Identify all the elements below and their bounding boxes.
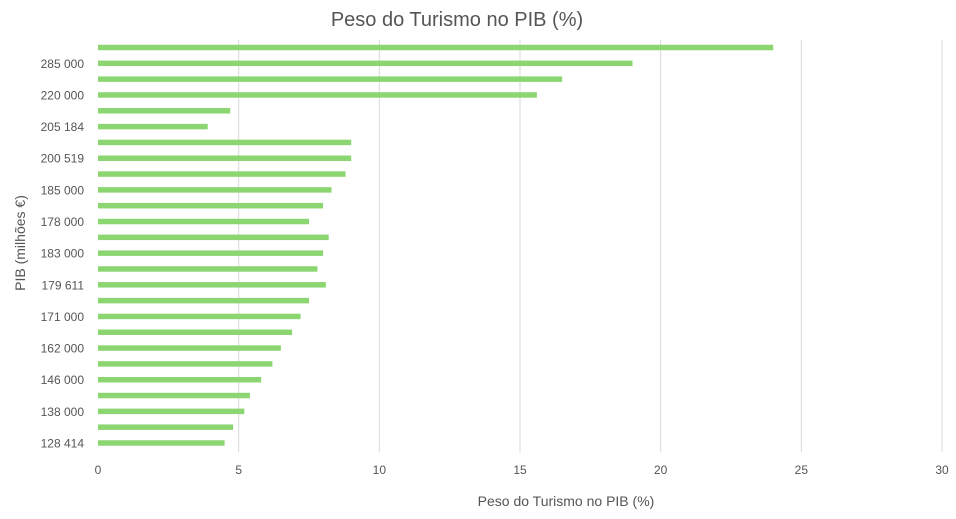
bar [98,108,231,114]
y-tick-label: 162 000 [41,342,85,356]
y-tick-label: 171 000 [41,310,85,324]
x-axis-title: Peso do Turismo no PIB (%) [478,493,655,509]
y-tick-label: 185 000 [41,183,85,197]
bar [98,171,346,177]
bar [98,250,324,256]
bar [98,361,273,367]
x-tick-label: 15 [513,463,527,477]
bar [98,123,208,130]
y-tick-label: 285 000 [41,57,85,71]
bar [98,44,774,51]
bar [98,313,301,320]
bar [98,297,309,304]
x-tick-labels: 0 5 10 15 20 25 30 [95,463,949,477]
y-axis-title: PIB (milhões €) [12,195,28,291]
x-tick-label: 30 [935,463,949,477]
bar [98,440,225,446]
bar [98,60,633,67]
bar [98,92,537,98]
bar [98,76,563,82]
bar [98,202,324,209]
bar [98,392,250,399]
x-tick-label: 5 [235,463,242,477]
y-tick-label: 128 414 [41,437,85,451]
bar [98,282,326,288]
bar [98,218,309,225]
bar [98,408,245,415]
bar [98,329,293,336]
y-tick-label: 138 000 [41,405,85,419]
y-tick-label: 179 611 [42,278,85,292]
chart-title: Peso do Turismo no PIB (%) [331,9,583,31]
bar [98,376,262,383]
bar [98,187,332,193]
y-tick-label: 183 000 [41,247,85,261]
y-tick-label: 200 519 [41,152,85,166]
bar [98,266,318,272]
x-tick-label: 0 [95,463,102,477]
bar [98,234,329,241]
y-tick-label: 146 000 [41,373,85,387]
bar [98,155,352,161]
grid-lines [238,40,943,452]
bar [98,424,234,430]
x-tick-label: 20 [654,463,668,477]
x-tick-label: 25 [795,463,809,477]
bar [98,139,352,146]
x-tick-label: 10 [373,463,387,477]
y-tick-label: 205 184 [41,120,85,134]
y-tick-label: 178 000 [41,215,85,229]
bar [98,345,281,351]
bars [98,44,774,446]
y-tick-labels: 285 000 220 000 205 184 200 519 185 000 178 0… [41,57,85,451]
y-tick-label: 220 000 [41,88,85,102]
